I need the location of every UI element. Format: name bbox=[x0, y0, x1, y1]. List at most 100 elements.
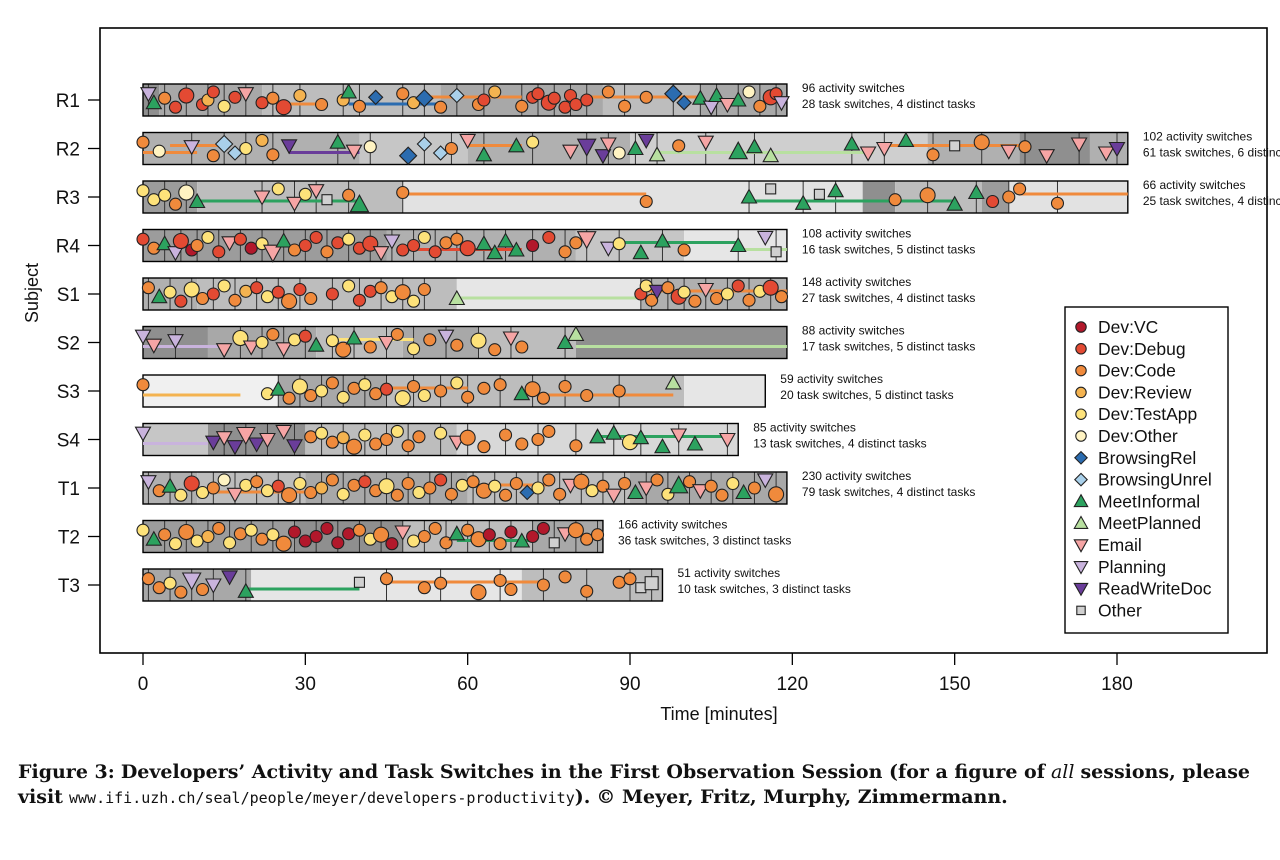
activity-marker-devcode bbox=[434, 100, 448, 114]
activity-marker-devreview bbox=[293, 88, 307, 103]
subject-row-r2: 102 activity switches 61 task switches, 6… bbox=[136, 130, 1280, 166]
activity-marker-email bbox=[259, 432, 276, 449]
x-axis-label: Time [minutes] bbox=[660, 704, 777, 724]
activity-marker-email bbox=[226, 487, 244, 503]
activity-marker-devtestapp bbox=[455, 478, 469, 492]
legend-item-readwritedoc: ReadWriteDoc bbox=[1073, 579, 1212, 599]
activity-marker-devtestapp bbox=[287, 333, 302, 347]
activity-marker-email bbox=[599, 137, 617, 153]
activity-marker-browsingrel bbox=[676, 94, 692, 111]
activity-marker-devcode bbox=[444, 487, 458, 501]
activity-marker-devtestapp bbox=[417, 388, 431, 403]
activity-marker-devcode bbox=[396, 185, 410, 200]
activity-marker-readwritedoc bbox=[637, 133, 655, 150]
activity-marker-devcode bbox=[304, 430, 318, 444]
y-tick-label: T1 bbox=[58, 479, 80, 500]
activity-marker-devcode bbox=[434, 576, 448, 590]
activity-marker-readwritedoc bbox=[226, 440, 244, 456]
subject-row-s2: 88 activity switches 17 task switches, 5 … bbox=[134, 324, 975, 360]
activity-marker-devcode bbox=[477, 381, 491, 395]
legend-label: BrowsingRel bbox=[1098, 448, 1196, 468]
activity-marker-email bbox=[345, 144, 363, 160]
activity-marker-meetinformal bbox=[626, 139, 644, 156]
legend-item-devcode: Dev:Code bbox=[1075, 361, 1176, 381]
activity-marker-planning bbox=[599, 241, 617, 257]
activity-marker-readwritedoc bbox=[280, 139, 298, 155]
activity-marker-devvc bbox=[504, 525, 518, 539]
activity-marker-meetinformal bbox=[448, 525, 466, 541]
activity-marker-devtestapp bbox=[336, 487, 350, 501]
activity-marker-planning bbox=[204, 578, 222, 594]
activity-marker-other bbox=[813, 188, 825, 200]
activity-marker-planning bbox=[181, 572, 202, 591]
activity-marker-devcode bbox=[639, 90, 653, 104]
activity-marker-meetinformal bbox=[345, 329, 363, 345]
activity-marker-devvc bbox=[385, 537, 399, 551]
activity-marker-devcode bbox=[459, 429, 476, 446]
activity-marker-devcode bbox=[612, 384, 626, 398]
devreview-legend-symbol bbox=[1075, 386, 1087, 399]
legend-label: Other bbox=[1098, 600, 1142, 620]
activity-marker-devtestapp bbox=[244, 523, 258, 537]
activity-marker-devcode bbox=[704, 479, 718, 493]
y-tick-label: T2 bbox=[58, 528, 80, 549]
activity-marker-meetplanned bbox=[762, 147, 780, 163]
activity-marker-devdebug bbox=[206, 85, 220, 99]
activity-marker-devcode bbox=[266, 327, 280, 341]
activity-marker-devtestapp bbox=[531, 481, 545, 495]
activity-marker-devtestapp bbox=[450, 376, 464, 390]
activity-marker-devcode bbox=[190, 238, 204, 253]
activity-marker-devtestapp bbox=[417, 230, 431, 244]
activity-marker-devdebug bbox=[762, 279, 779, 296]
activity-marker-meetinformal bbox=[188, 192, 206, 209]
activity-marker-devdebug bbox=[271, 479, 285, 493]
activity-marker-planning bbox=[167, 334, 184, 350]
activity-marker-devdebug bbox=[275, 99, 292, 116]
activity-marker-email bbox=[1070, 137, 1088, 153]
activity-marker-devcode bbox=[369, 387, 383, 401]
x-tick-label: 150 bbox=[939, 674, 971, 695]
activity-marker-devcode bbox=[569, 236, 583, 250]
readwritedoc-legend-symbol bbox=[1073, 582, 1089, 597]
activity-marker-devdebug bbox=[731, 279, 745, 293]
activity-marker-meetinformal bbox=[329, 133, 347, 149]
activity-marker-devcode bbox=[428, 521, 442, 535]
activity-marker-devreview bbox=[336, 431, 350, 445]
activity-marker-devcode bbox=[470, 584, 487, 601]
activity-marker-devdebug bbox=[428, 245, 442, 259]
x-tick-label: 0 bbox=[138, 674, 149, 695]
activity-marker-devcode bbox=[212, 521, 226, 535]
activity-marker-devcode bbox=[515, 340, 529, 354]
activity-marker-devcode bbox=[477, 440, 491, 454]
activity-marker-devcode bbox=[206, 149, 220, 163]
activity-marker-meetinformal bbox=[349, 194, 370, 213]
activity-marker-meetinformal bbox=[150, 288, 168, 304]
activity-switches-label: 66 activity switches bbox=[1143, 178, 1246, 192]
activity-marker-devvc bbox=[526, 238, 540, 253]
activity-marker-devother bbox=[612, 146, 626, 160]
activity-marker-devcode bbox=[919, 187, 936, 204]
activity-marker-devcode bbox=[558, 379, 572, 394]
activity-marker-planning bbox=[756, 473, 774, 489]
activity-marker-devdebug bbox=[255, 96, 269, 110]
activity-marker-devcode bbox=[158, 91, 172, 105]
legend-label: MeetPlanned bbox=[1098, 513, 1201, 533]
activity-marker-devcode bbox=[281, 487, 298, 504]
legend-item-devtestapp: Dev:TestApp bbox=[1075, 404, 1197, 424]
activity-marker-meetinformal bbox=[513, 532, 531, 548]
activity-marker-devdebug bbox=[228, 90, 242, 104]
activity-marker-devcode bbox=[168, 197, 183, 211]
activity-marker-meetinformal bbox=[632, 244, 650, 260]
activity-marker-meetplanned bbox=[567, 325, 585, 341]
activity-marker-devcode bbox=[493, 537, 507, 551]
activity-marker-devcode bbox=[753, 99, 767, 113]
activity-marker-devtestapp bbox=[201, 230, 215, 244]
activity-marker-email bbox=[307, 184, 325, 200]
activity-marker-devcode bbox=[195, 582, 210, 597]
activity-marker-meetinformal bbox=[269, 380, 287, 396]
activity-marker-browsingunrel bbox=[449, 87, 465, 104]
activity-marker-devdebug bbox=[580, 93, 594, 107]
activity-marker-email bbox=[242, 340, 260, 356]
activity-marker-email bbox=[237, 87, 255, 103]
activity-marker-devdebug bbox=[531, 87, 545, 101]
